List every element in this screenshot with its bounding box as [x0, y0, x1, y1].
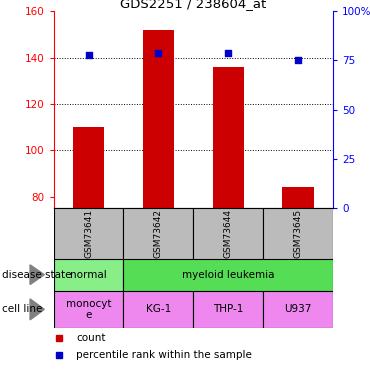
Text: GSM73641: GSM73641: [84, 209, 93, 258]
Text: GSM73642: GSM73642: [154, 209, 163, 258]
Bar: [263, 291, 333, 328]
Bar: [282, 187, 314, 208]
Point: [85, 52, 91, 58]
Text: THP-1: THP-1: [213, 304, 243, 314]
Text: monocyt
e: monocyt e: [66, 298, 111, 320]
Text: normal: normal: [70, 270, 107, 280]
Text: percentile rank within the sample: percentile rank within the sample: [76, 350, 252, 360]
Bar: [54, 291, 124, 328]
Text: count: count: [76, 333, 105, 343]
Point: [295, 57, 301, 63]
Point: [225, 50, 231, 55]
Text: U937: U937: [285, 304, 312, 314]
Polygon shape: [30, 265, 44, 285]
Bar: [73, 127, 104, 208]
Bar: [194, 291, 263, 328]
Text: cell line: cell line: [2, 304, 42, 314]
Polygon shape: [30, 299, 44, 320]
Bar: [124, 259, 333, 291]
Text: disease state: disease state: [2, 270, 71, 280]
Bar: [54, 208, 124, 259]
Title: GDS2251 / 238604_at: GDS2251 / 238604_at: [120, 0, 266, 10]
Bar: [263, 208, 333, 259]
Bar: [143, 30, 174, 208]
Bar: [54, 259, 124, 291]
Point: [155, 50, 161, 55]
Text: GSM73645: GSM73645: [293, 209, 303, 258]
Bar: [124, 291, 194, 328]
Text: KG-1: KG-1: [146, 304, 171, 314]
Bar: [124, 208, 194, 259]
Bar: [194, 208, 263, 259]
Text: GSM73644: GSM73644: [224, 209, 233, 258]
Bar: [212, 67, 244, 208]
Text: myeloid leukemia: myeloid leukemia: [182, 270, 275, 280]
